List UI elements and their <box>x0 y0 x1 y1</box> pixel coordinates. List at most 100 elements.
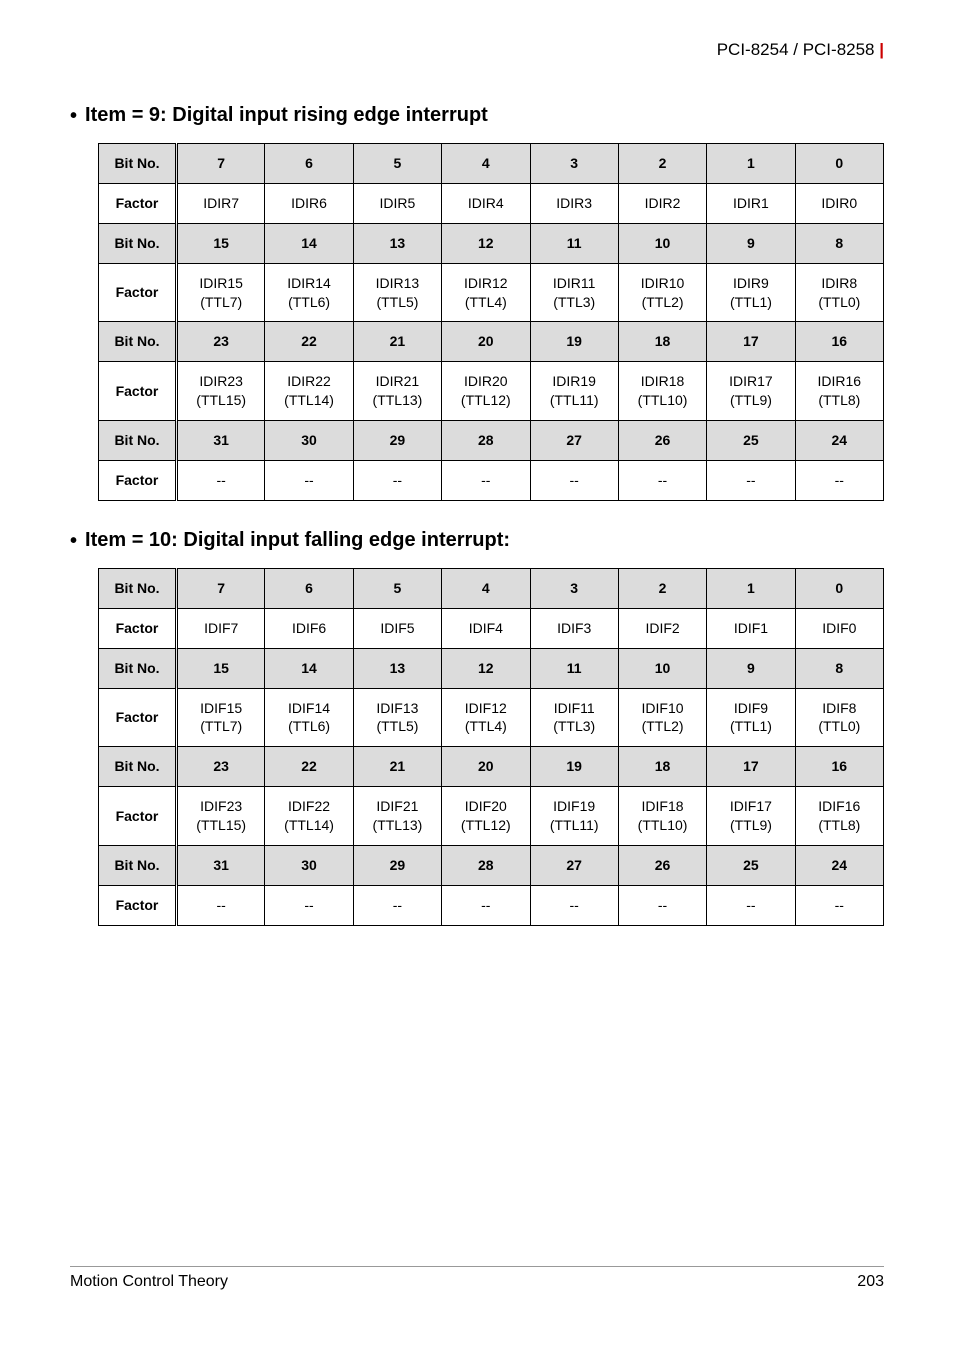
bitno-cell: 25 <box>707 421 795 461</box>
bitno-cell: 11 <box>530 648 618 688</box>
bitno-cell: 28 <box>442 846 530 886</box>
section-heading-wrap: • Item = 10: Digital input falling edge … <box>70 529 884 568</box>
bitno-cell: 19 <box>530 747 618 787</box>
factor-cell: IDIR22(TTL14) <box>265 362 353 421</box>
bullet-icon: • <box>70 104 77 128</box>
bitno-cell: 1 <box>707 144 795 184</box>
bitno-cell: 13 <box>353 223 441 263</box>
bitno-cell: 20 <box>442 322 530 362</box>
bitno-cell: 17 <box>707 747 795 787</box>
factor-cell: IDIR17(TTL9) <box>707 362 795 421</box>
bitno-cell: 24 <box>795 846 883 886</box>
factor-cell: IDIF17(TTL9) <box>707 787 795 846</box>
bitno-cell: 8 <box>795 648 883 688</box>
bitno-cell: 21 <box>353 747 441 787</box>
factor-cell: IDIF18(TTL10) <box>618 787 706 846</box>
footer-right: 203 <box>857 1273 884 1291</box>
factor-cell: IDIR6 <box>265 183 353 223</box>
bitno-cell: 1 <box>707 568 795 608</box>
bitno-cell: 7 <box>177 568 265 608</box>
row-head-bitno: Bit No. <box>99 421 177 461</box>
table-wrap-1: Bit No.76543210FactorIDIR7IDIR6IDIR5IDIR… <box>70 143 884 501</box>
row-head-factor: Factor <box>99 263 177 322</box>
footer-left: Motion Control Theory <box>70 1273 228 1291</box>
factor-cell: IDIF10(TTL2) <box>618 688 706 747</box>
factor-cell: -- <box>265 461 353 501</box>
factor-cell: IDIR10(TTL2) <box>618 263 706 322</box>
bitno-cell: 10 <box>618 648 706 688</box>
factor-cell: IDIR4 <box>442 183 530 223</box>
factor-cell: IDIF1 <box>707 608 795 648</box>
section-heading-wrap: • Item = 9: Digital input rising edge in… <box>70 104 884 143</box>
bitno-cell: 4 <box>442 568 530 608</box>
factor-cell: -- <box>707 885 795 925</box>
factor-cell: IDIF19(TTL11) <box>530 787 618 846</box>
factor-cell: IDIR13(TTL5) <box>353 263 441 322</box>
factor-cell: -- <box>530 461 618 501</box>
bitno-cell: 14 <box>265 648 353 688</box>
row-head-bitno: Bit No. <box>99 568 177 608</box>
factor-cell: -- <box>618 461 706 501</box>
factor-cell: -- <box>442 461 530 501</box>
page-container: PCI-8254 / PCI-8258 | • Item = 9: Digita… <box>0 0 954 1331</box>
bitno-cell: 23 <box>177 747 265 787</box>
bitno-cell: 6 <box>265 568 353 608</box>
factor-cell: IDIF16(TTL8) <box>795 787 883 846</box>
factor-cell: -- <box>795 461 883 501</box>
factor-cell: IDIF7 <box>177 608 265 648</box>
bitno-cell: 30 <box>265 421 353 461</box>
bitno-cell: 27 <box>530 846 618 886</box>
row-head-bitno: Bit No. <box>99 144 177 184</box>
factor-cell: IDIR9(TTL1) <box>707 263 795 322</box>
factor-cell: IDIR23(TTL15) <box>177 362 265 421</box>
bitno-cell: 12 <box>442 648 530 688</box>
row-head-bitno: Bit No. <box>99 322 177 362</box>
bitno-cell: 22 <box>265 747 353 787</box>
factor-cell: IDIF14(TTL6) <box>265 688 353 747</box>
factor-cell: IDIF2 <box>618 608 706 648</box>
bitno-cell: 0 <box>795 144 883 184</box>
factor-cell: IDIF3 <box>530 608 618 648</box>
factor-cell: IDIF9(TTL1) <box>707 688 795 747</box>
bitno-cell: 6 <box>265 144 353 184</box>
factor-cell: IDIR16(TTL8) <box>795 362 883 421</box>
bitno-cell: 14 <box>265 223 353 263</box>
bitno-cell: 4 <box>442 144 530 184</box>
bitno-cell: 8 <box>795 223 883 263</box>
factor-cell: IDIR15(TTL7) <box>177 263 265 322</box>
bitno-cell: 26 <box>618 421 706 461</box>
row-head-bitno: Bit No. <box>99 648 177 688</box>
factor-cell: IDIR20(TTL12) <box>442 362 530 421</box>
bitno-cell: 16 <box>795 322 883 362</box>
factor-cell: IDIF0 <box>795 608 883 648</box>
bitno-cell: 7 <box>177 144 265 184</box>
factor-cell: IDIR3 <box>530 183 618 223</box>
bitno-cell: 15 <box>177 648 265 688</box>
bit-table-1: Bit No.76543210FactorIDIR7IDIR6IDIR5IDIR… <box>98 143 884 501</box>
bitno-cell: 31 <box>177 421 265 461</box>
factor-cell: IDIF6 <box>265 608 353 648</box>
factor-cell: IDIF21(TTL13) <box>353 787 441 846</box>
bitno-cell: 24 <box>795 421 883 461</box>
factor-cell: -- <box>707 461 795 501</box>
bullet-icon: • <box>70 529 77 553</box>
row-head-factor: Factor <box>99 688 177 747</box>
row-head-bitno: Bit No. <box>99 846 177 886</box>
row-head-factor: Factor <box>99 183 177 223</box>
factor-cell: -- <box>353 461 441 501</box>
factor-cell: IDIF22(TTL14) <box>265 787 353 846</box>
row-head-factor: Factor <box>99 885 177 925</box>
bitno-cell: 12 <box>442 223 530 263</box>
bitno-cell: 9 <box>707 648 795 688</box>
header-red-pipe: | <box>875 40 884 59</box>
factor-cell: IDIF8(TTL0) <box>795 688 883 747</box>
bitno-cell: 18 <box>618 747 706 787</box>
bitno-cell: 5 <box>353 144 441 184</box>
bitno-cell: 10 <box>618 223 706 263</box>
bitno-cell: 3 <box>530 144 618 184</box>
row-head-bitno: Bit No. <box>99 747 177 787</box>
section-heading-2: Item = 10: Digital input falling edge in… <box>85 529 510 552</box>
bitno-cell: 29 <box>353 846 441 886</box>
section-heading-1: Item = 9: Digital input rising edge inte… <box>85 104 488 127</box>
bitno-cell: 22 <box>265 322 353 362</box>
